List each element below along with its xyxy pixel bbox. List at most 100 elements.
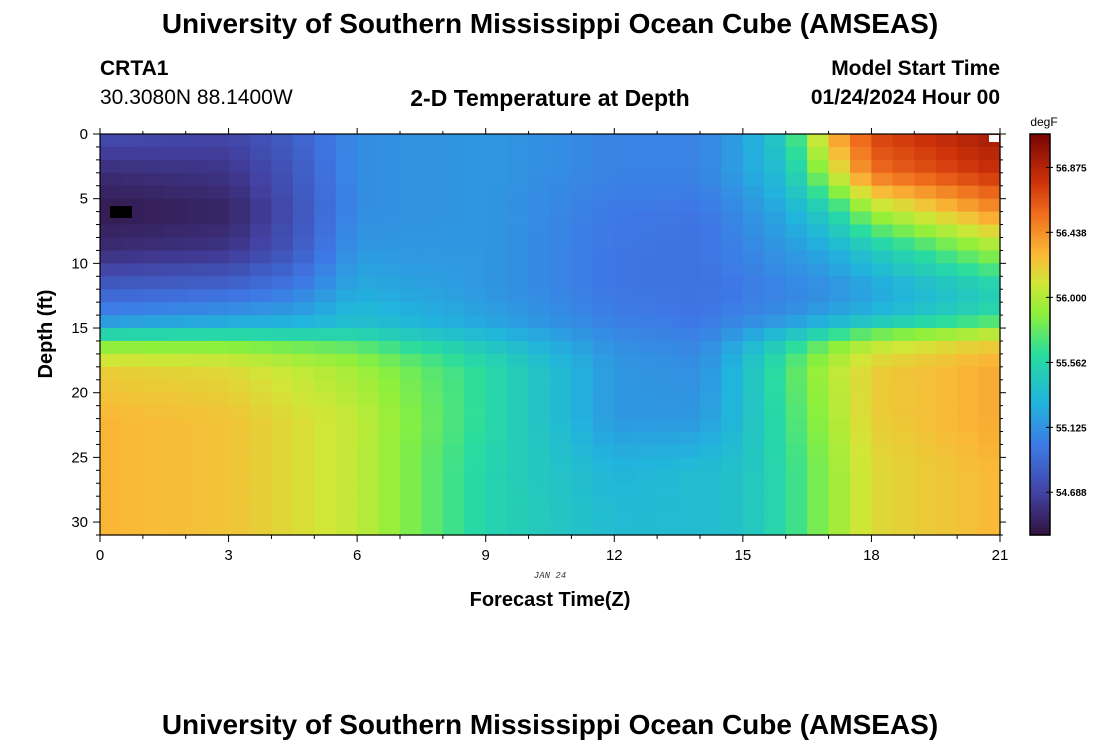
heatmap-cell xyxy=(892,379,915,394)
heatmap-cell xyxy=(228,405,251,420)
missing-data-marker xyxy=(110,206,132,218)
heatmap-cell xyxy=(957,172,980,187)
colorbar-segment xyxy=(1030,281,1050,285)
heatmap-cell xyxy=(785,250,808,264)
heatmap-cell xyxy=(250,302,273,316)
colorbar-segment xyxy=(1030,234,1050,239)
heatmap-cell xyxy=(164,405,187,420)
heatmap-cell xyxy=(464,496,487,510)
heatmap-cell xyxy=(507,146,530,161)
heatmap-cell xyxy=(357,198,380,213)
heatmap-cell xyxy=(850,496,873,510)
heatmap-cell xyxy=(464,444,487,458)
heatmap-cell xyxy=(485,418,508,433)
heatmap-cell xyxy=(892,457,915,471)
heatmap-cell xyxy=(100,146,123,161)
heatmap-cell xyxy=(485,198,508,213)
heatmap-cell xyxy=(442,470,465,484)
heatmap-cell xyxy=(935,198,958,213)
heatmap-cell xyxy=(592,237,615,252)
heatmap-cell xyxy=(207,198,230,213)
heatmap-cell xyxy=(485,405,508,420)
heatmap-cell xyxy=(507,134,530,148)
heatmap-cell xyxy=(764,185,787,200)
heatmap-cell xyxy=(935,392,958,407)
heatmap-cell xyxy=(292,405,315,420)
heatmap-cell xyxy=(657,159,680,174)
colorbar-segment xyxy=(1030,367,1050,372)
heatmap-cell xyxy=(507,522,530,536)
heatmap-cell xyxy=(914,431,937,446)
heatmap-cell xyxy=(742,315,765,329)
heatmap-cell xyxy=(528,379,551,394)
heatmap-cell xyxy=(978,522,1001,536)
heatmap-cell xyxy=(378,444,401,458)
heatmap-cell xyxy=(700,444,723,458)
heatmap-cell xyxy=(785,224,808,239)
heatmap-cell xyxy=(657,353,680,368)
heatmap-cell xyxy=(764,483,787,497)
heatmap-cell xyxy=(678,496,701,510)
heatmap-cell xyxy=(614,237,637,252)
colorbar-segment xyxy=(1030,224,1050,229)
heatmap-cell xyxy=(978,405,1001,420)
heatmap-cell xyxy=(614,315,637,329)
heatmap-cell xyxy=(250,392,273,407)
heatmap-cell xyxy=(335,328,358,342)
heatmap-cell xyxy=(592,224,615,239)
heatmap-cell xyxy=(292,522,315,536)
heatmap-cell xyxy=(421,250,444,264)
heatmap-cell xyxy=(228,522,251,536)
heatmap-cell xyxy=(571,405,594,420)
heatmap-cell xyxy=(485,237,508,252)
heatmap-cell xyxy=(700,185,723,200)
heatmap-cell xyxy=(464,509,487,523)
heatmap-cell xyxy=(935,379,958,394)
colorbar-segment xyxy=(1030,170,1050,175)
heatmap-cell xyxy=(614,431,637,446)
heatmap-cell xyxy=(335,224,358,239)
heatmap-cell xyxy=(721,224,744,239)
heatmap-cell xyxy=(635,379,658,394)
heatmap-cell xyxy=(164,509,187,523)
heatmap-cell xyxy=(357,457,380,471)
heatmap-cell xyxy=(700,263,723,277)
heatmap-cell xyxy=(700,302,723,316)
heatmap-cell xyxy=(914,211,937,226)
heatmap-cell xyxy=(635,263,658,277)
colorbar-segment xyxy=(1030,501,1050,506)
heatmap-cell xyxy=(678,366,701,381)
heatmap-cell xyxy=(550,444,573,458)
heatmap-cell xyxy=(100,392,123,407)
heatmap-cell xyxy=(164,263,187,277)
heatmap-cell xyxy=(892,470,915,484)
heatmap-cell xyxy=(571,418,594,433)
heatmap-cell xyxy=(357,483,380,497)
heatmap-cell xyxy=(271,431,294,446)
heatmap-cell xyxy=(442,211,465,226)
heatmap-cell xyxy=(121,146,144,161)
heatmap-cell xyxy=(592,392,615,407)
heatmap-cell xyxy=(100,340,123,355)
heatmap-cell xyxy=(742,211,765,226)
heatmap-cell xyxy=(357,496,380,510)
heatmap-cell xyxy=(207,379,230,394)
colorbar-segment xyxy=(1030,431,1050,436)
heatmap-cell xyxy=(592,211,615,226)
heatmap-cell xyxy=(142,237,165,252)
heatmap-cell xyxy=(614,211,637,226)
heatmap-cell xyxy=(271,224,294,239)
heatmap-cell xyxy=(421,315,444,329)
colorbar-segment xyxy=(1030,307,1050,312)
heatmap-cell xyxy=(871,509,894,523)
model-start-value: 01/24/2024 Hour 00 xyxy=(810,86,1000,109)
heatmap-cell xyxy=(678,340,701,355)
heatmap-cell xyxy=(142,211,165,226)
heatmap-cell xyxy=(528,444,551,458)
heatmap-cell xyxy=(228,250,251,264)
colorbar-segment xyxy=(1030,204,1050,209)
colorbar-segment xyxy=(1030,271,1050,275)
heatmap-cell xyxy=(914,134,937,148)
heatmap-cell xyxy=(421,159,444,174)
heatmap-cell xyxy=(700,379,723,394)
